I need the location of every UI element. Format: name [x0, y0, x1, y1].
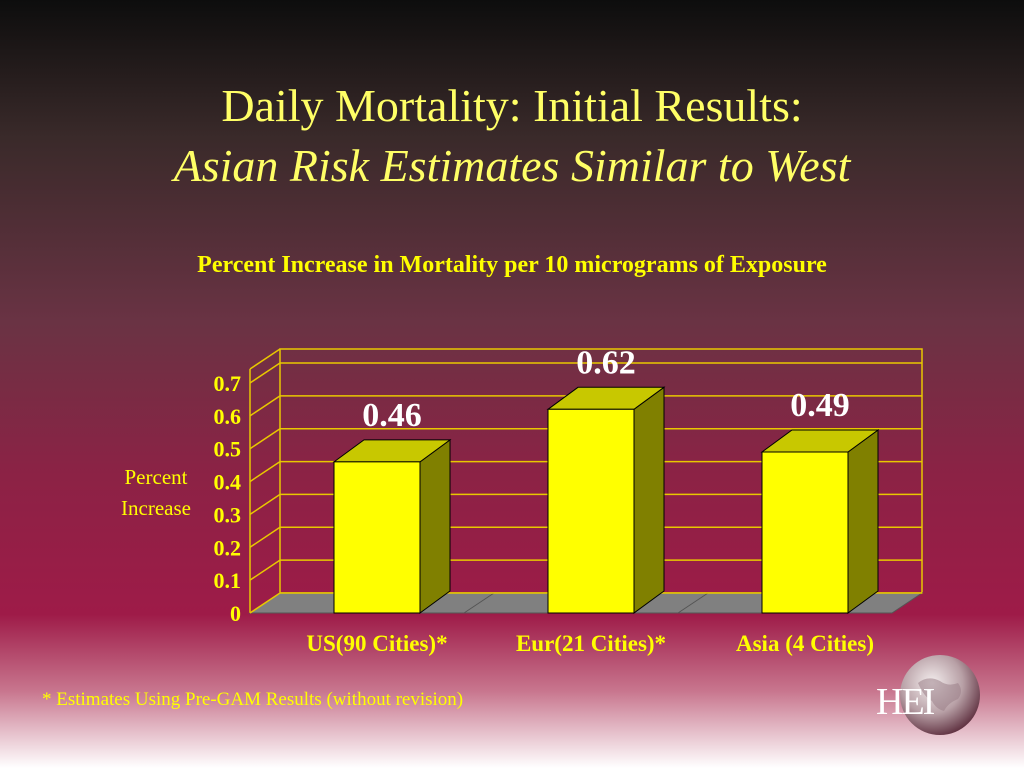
y-tick-label: 0: [230, 601, 241, 626]
bar: [332, 438, 452, 614]
bar-front-face: [547, 408, 635, 614]
chart-title: Percent Increase in Mortality per 10 mic…: [197, 252, 827, 278]
chart-bars: [332, 386, 880, 614]
bar-front-face: [761, 451, 849, 614]
gridline-side: [249, 428, 281, 450]
side-wall-top-edge: [249, 348, 281, 370]
data-labels: 0.46 0.62 0.49: [362, 344, 850, 434]
logo-text: HEI: [876, 681, 935, 723]
bar-side-face: [847, 429, 879, 614]
slide-title-line2: Asian Risk Estimates Similar to West: [173, 140, 851, 191]
y-tick-label: 0.2: [214, 535, 242, 560]
x-tick-label: Eur(21 Cities)*: [516, 631, 666, 656]
bar-side-face: [633, 386, 665, 614]
floor-divider: [677, 592, 709, 614]
x-axis-labels: US(90 Cities)* Eur(21 Cities)* Asia (4 Cit…: [306, 631, 874, 656]
gridline-side: [249, 559, 281, 581]
x-tick-label: US(90 Cities)*: [306, 631, 447, 656]
bar: [546, 386, 666, 614]
y-tick-label: 0.1: [214, 568, 242, 593]
y-tick-label: 0.7: [214, 371, 242, 396]
floor-divider: [463, 592, 495, 614]
y-tick-label: 0.4: [214, 470, 242, 495]
data-label: 0.49: [790, 387, 850, 424]
gridline-side: [249, 395, 281, 417]
footnote: * Estimates Using Pre-GAM Results (witho…: [42, 689, 464, 710]
hei-globe-logo-icon: [900, 655, 980, 735]
data-label: 0.62: [576, 344, 636, 381]
bar-front-face: [333, 461, 421, 614]
bar: [760, 429, 880, 614]
gridline-side: [249, 493, 281, 516]
bar-side-face: [419, 438, 451, 614]
y-axis-ticks: 0 0.1 0.2 0.3 0.4 0.5 0.6 0.7: [214, 371, 242, 626]
gridline-side: [249, 460, 281, 483]
y-tick-label: 0.5: [214, 437, 242, 462]
y-tick-label: 0.3: [214, 502, 242, 527]
x-tick-label: Asia (4 Cities): [736, 631, 874, 656]
slide-title-line1: Daily Mortality: Initial Results:: [221, 80, 803, 131]
y-tick-label: 0.6: [214, 404, 242, 429]
gridline-side: [249, 526, 281, 548]
y-axis-label: Percent Increase: [121, 465, 191, 520]
data-label: 0.46: [362, 397, 422, 434]
gridline-side: [249, 362, 281, 384]
gridline-side: [249, 592, 281, 614]
